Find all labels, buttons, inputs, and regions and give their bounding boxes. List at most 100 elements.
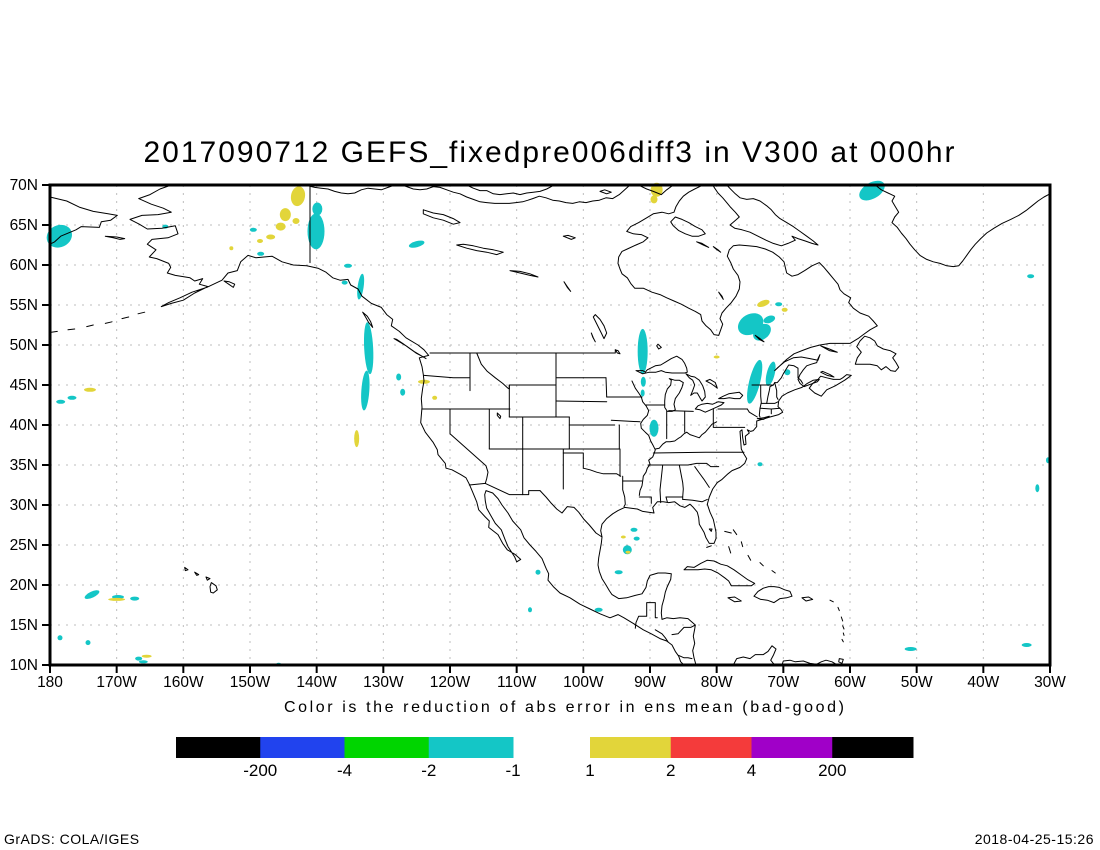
map-outline xyxy=(840,616,844,622)
lat-tick-label: 65N xyxy=(10,217,38,234)
lon-tick-label: 50W xyxy=(901,674,933,691)
coastlines-and-borders xyxy=(49,184,1051,666)
colorbar-segment xyxy=(428,737,514,758)
map-outline xyxy=(685,373,706,402)
map-outline xyxy=(829,599,834,603)
map-outline xyxy=(664,378,684,412)
map-outline xyxy=(137,311,146,315)
map-outline xyxy=(694,466,710,488)
map-outline xyxy=(766,384,774,404)
cyan-anomaly-patch xyxy=(56,399,66,404)
lat-tick-label: 35N xyxy=(10,457,38,474)
map-outline xyxy=(678,464,684,500)
map-outline xyxy=(466,184,555,196)
map-outline xyxy=(656,343,662,350)
yellow-anomaly-patch xyxy=(432,395,438,400)
colorbar-segment xyxy=(751,737,833,758)
cyan-anomaly-patch xyxy=(757,462,763,467)
map-outline xyxy=(468,482,486,486)
map-outline xyxy=(772,364,804,386)
lon-tick-label: 30W xyxy=(1034,674,1066,691)
cyan-anomaly-patch xyxy=(640,389,645,397)
lon-tick-label: 160W xyxy=(163,674,204,691)
map-outline xyxy=(638,496,652,504)
yellow-anomaly-patch xyxy=(757,299,770,307)
cyan-anomaly-patch xyxy=(312,202,323,216)
yellow-anomaly-patch xyxy=(650,195,658,204)
lon-tick-label: 130W xyxy=(363,674,404,691)
axis-ticks xyxy=(42,184,1051,673)
map-outline xyxy=(747,554,752,561)
page-title: 2017090712 GEFS_fixedpre006diff3 in V300… xyxy=(143,136,957,169)
map-outline xyxy=(393,338,427,360)
map-outline xyxy=(129,184,685,666)
map-outline xyxy=(635,355,688,375)
timestamp: 2018-04-25-15:26 xyxy=(974,831,1094,847)
map-outline xyxy=(509,270,539,278)
lat-tick-label: 25N xyxy=(10,537,38,554)
map-outline xyxy=(838,658,844,664)
cyan-anomaly-patch xyxy=(633,536,640,541)
map-outline xyxy=(820,370,835,378)
map-outline xyxy=(854,335,900,372)
cyan-anomaly-patch xyxy=(357,273,365,300)
yellow-anomaly-patch xyxy=(713,355,720,359)
yellow-anomaly-patch xyxy=(229,246,234,251)
cyan-anomaly-patch xyxy=(396,373,402,381)
map-outline xyxy=(668,410,694,412)
cyan-anomaly-patch xyxy=(1027,274,1035,279)
colorbar-segment xyxy=(590,737,672,758)
map-outline xyxy=(634,602,658,629)
yellow-anomaly-patch xyxy=(108,597,126,601)
map-outline xyxy=(622,475,626,508)
lat-tick-label: 40N xyxy=(10,417,38,434)
lon-tick-label: 60W xyxy=(834,674,866,691)
map-outline xyxy=(104,321,113,324)
map-outline xyxy=(205,576,211,581)
map-outline xyxy=(732,645,777,666)
lat-axis-labels: 70N 65N 60N 55N 50N 45N 40N 35N 30N 25N 20N 15N 10N xyxy=(10,177,38,674)
map-caption: Color is the reduction of abs error in e… xyxy=(284,699,847,716)
cyan-anomaly-patch xyxy=(775,302,783,307)
map-outline xyxy=(429,349,616,354)
map-outline xyxy=(121,316,130,320)
colorbar-segment xyxy=(344,737,430,758)
map-outline xyxy=(671,624,696,636)
map-outline xyxy=(496,412,502,420)
map-outline xyxy=(423,374,471,379)
yellow-anomaly-patch xyxy=(620,535,626,539)
yellow-anomaly-patch xyxy=(354,430,360,448)
map-outline xyxy=(659,464,664,504)
map-outline xyxy=(771,570,776,574)
grads-credit: GrADS: COLA/IGES xyxy=(4,831,140,847)
map-outline xyxy=(732,529,738,536)
map-outline xyxy=(476,352,510,390)
map-outline xyxy=(654,421,718,450)
map-outline xyxy=(562,452,584,469)
cyan-anomaly-patch xyxy=(400,388,406,396)
yellow-anomaly-patch xyxy=(781,307,788,312)
map-outline xyxy=(758,384,762,418)
cyan-anomaly-patch xyxy=(67,395,77,400)
grid-lines xyxy=(50,185,1050,665)
cyan-anomaly-patch xyxy=(535,569,541,575)
map-outline xyxy=(484,482,541,496)
map-outline xyxy=(874,184,1051,268)
map-outline xyxy=(706,545,712,548)
map-outline xyxy=(590,332,596,343)
map-outline xyxy=(820,345,838,353)
lon-tick-label: 120W xyxy=(430,674,471,691)
cyan-anomaly-patch xyxy=(637,328,648,374)
cyan-anomaly-patch xyxy=(630,527,638,532)
colorbar-segment xyxy=(176,737,261,758)
map-outline xyxy=(654,629,669,643)
map-outline xyxy=(555,400,608,403)
map-outline xyxy=(422,209,461,225)
cyan-anomaly-patch xyxy=(1021,643,1032,647)
lon-tick-label: 150W xyxy=(230,674,271,691)
map-outline xyxy=(563,281,572,292)
cyan-anomaly-patch xyxy=(85,640,91,646)
map-outline xyxy=(683,559,756,587)
map-outline xyxy=(50,330,58,333)
